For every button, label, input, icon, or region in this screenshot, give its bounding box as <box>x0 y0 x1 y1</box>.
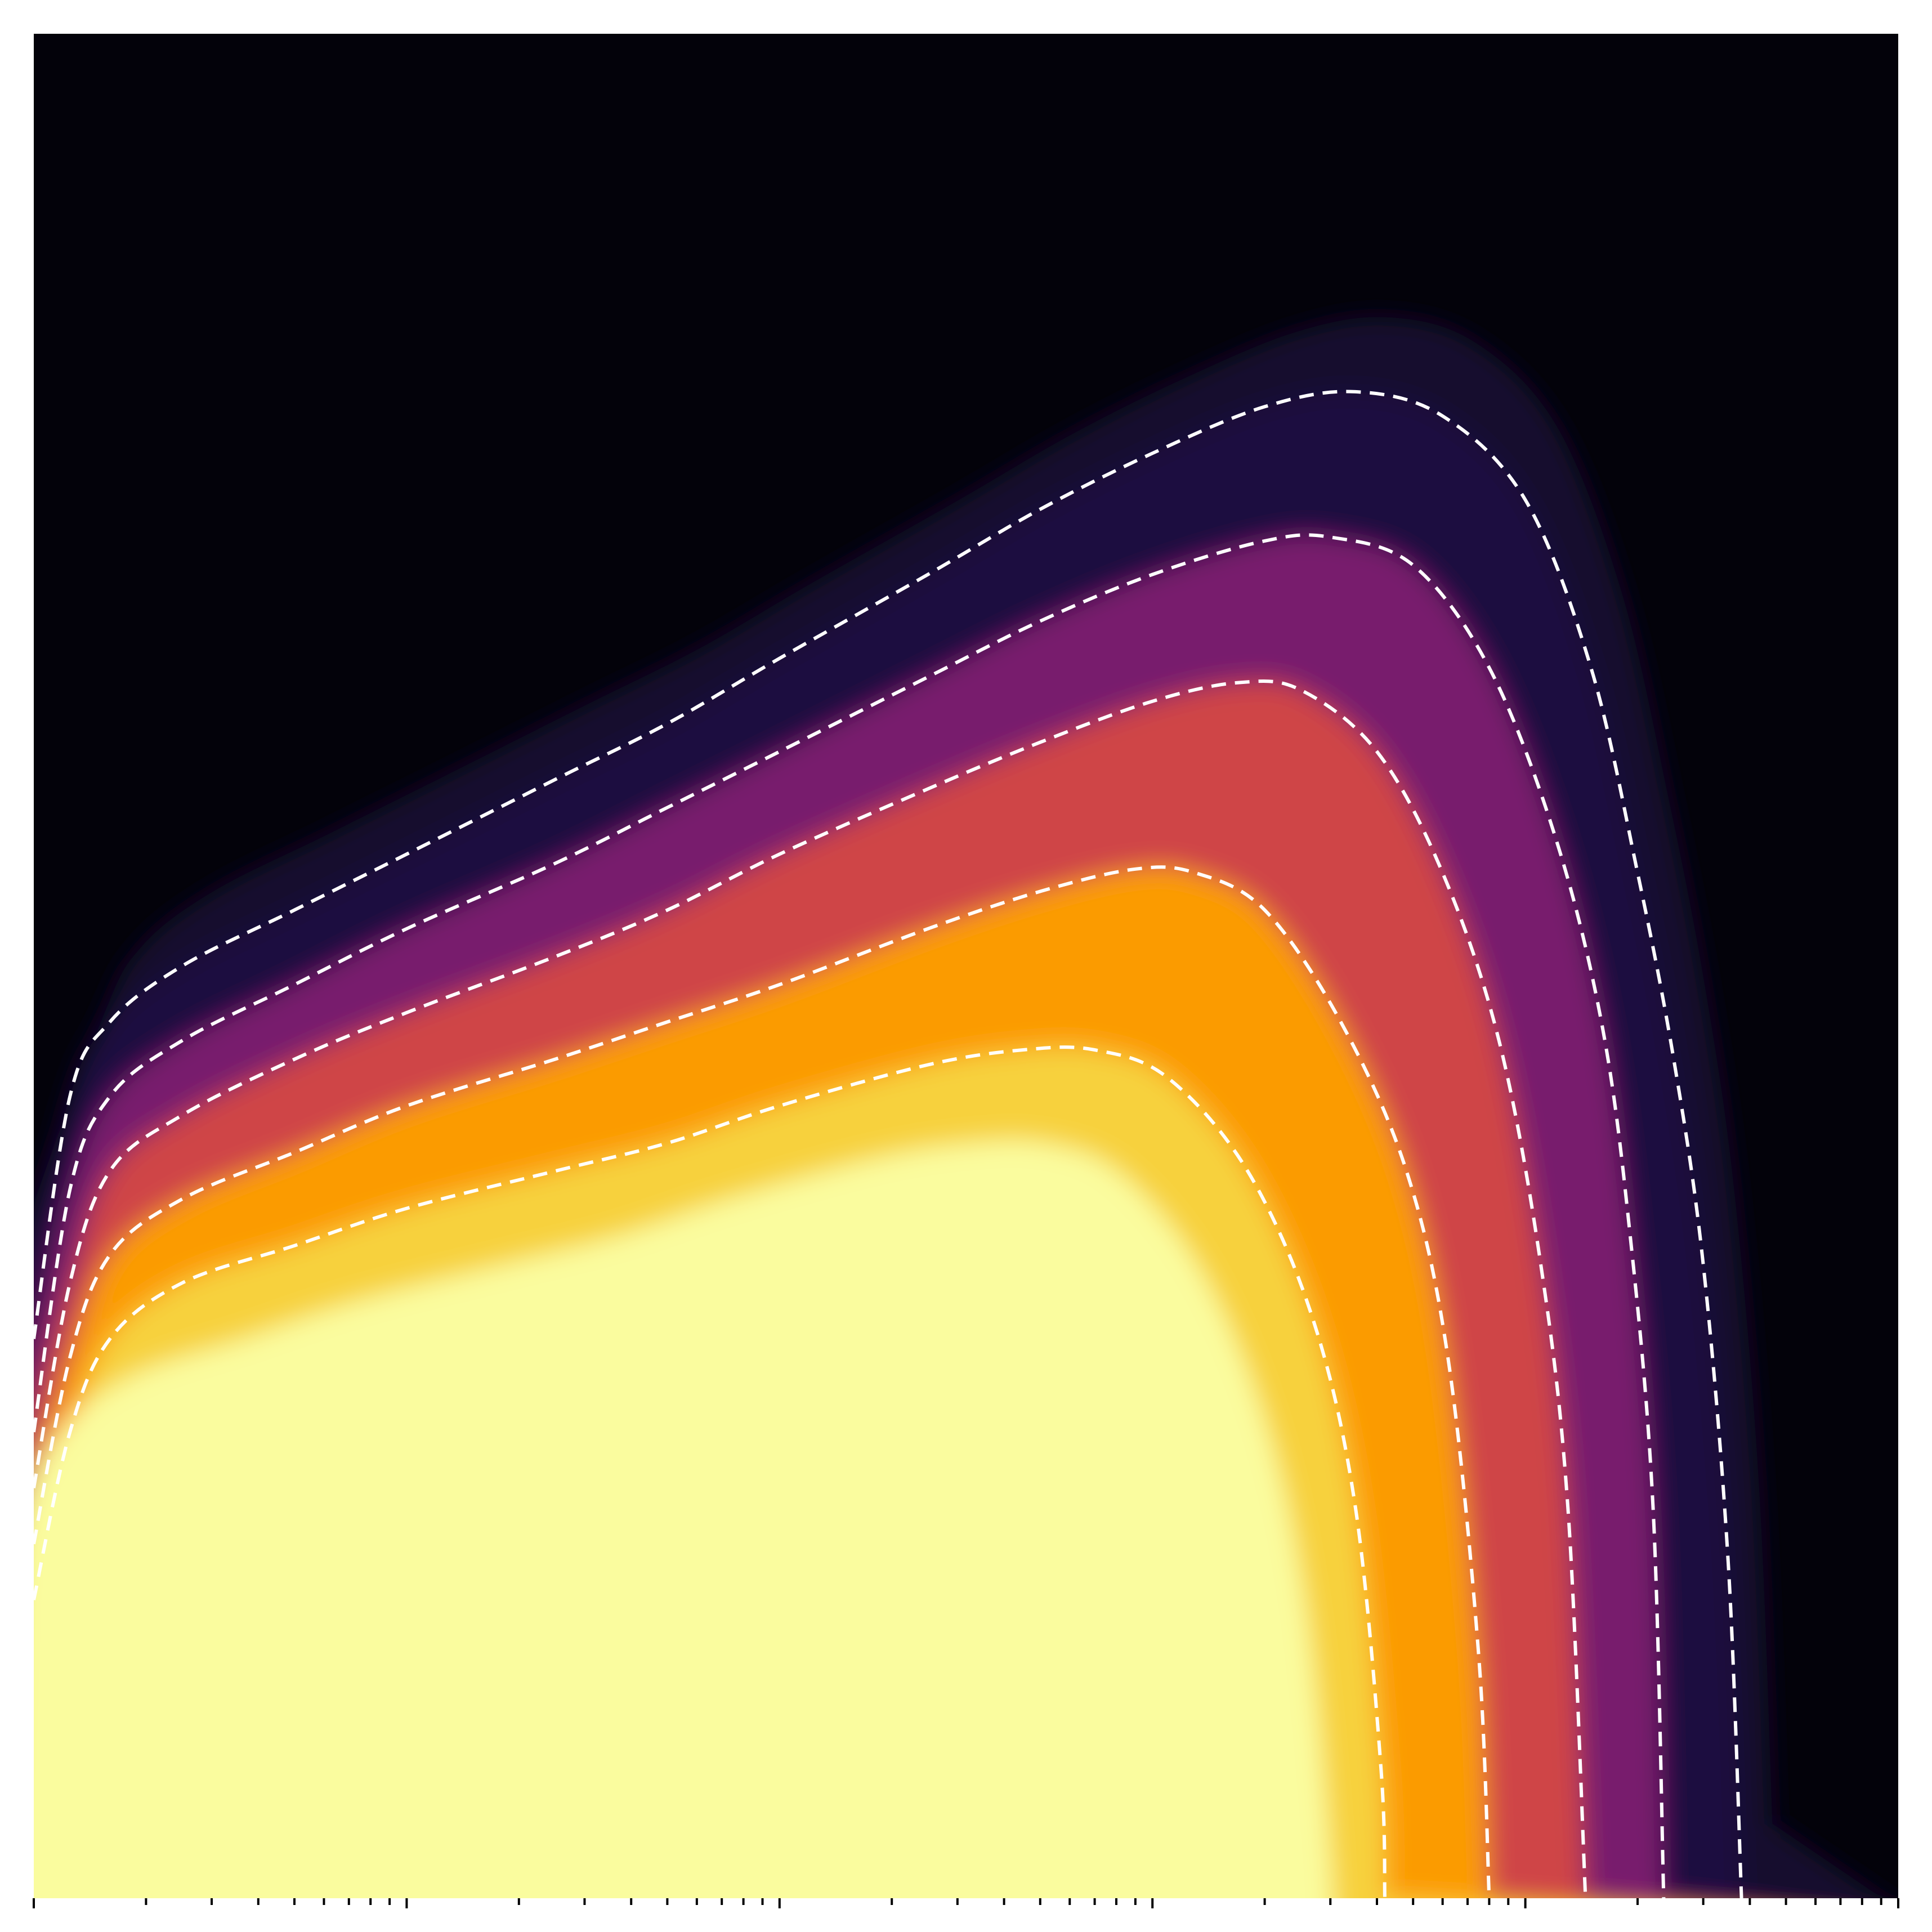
contour-line-1 <box>34 390 1743 1898</box>
contour-line-2 <box>34 533 1666 1898</box>
plot-area <box>34 34 1898 1898</box>
heatmap-fill <box>34 317 1882 1898</box>
contour-line-5 <box>34 1045 1387 1898</box>
x-axis <box>33 1898 1899 1908</box>
contour-line-3 <box>34 679 1587 1898</box>
heatmap-plateau <box>34 1140 1333 1898</box>
